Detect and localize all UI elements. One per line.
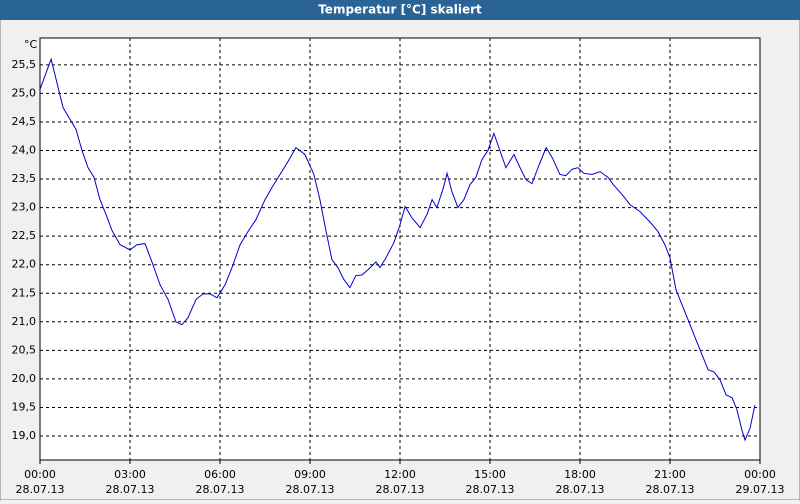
y-tick-label: 23,5 <box>12 172 37 185</box>
y-tick-label: 20,5 <box>12 343 37 356</box>
x-tick-label: 21:00 <box>654 468 686 481</box>
x-tick-label: 03:00 <box>114 468 146 481</box>
x-tick-label: 15:00 <box>474 468 506 481</box>
x-tick-label: 00:00 <box>24 468 56 481</box>
x-tick-date: 28.07.13 <box>16 483 65 496</box>
x-tick-date: 28.07.13 <box>286 483 335 496</box>
y-tick-label: 21,5 <box>12 286 37 299</box>
x-tick-date: 28.07.13 <box>376 483 425 496</box>
y-tick-label: 25,0 <box>12 86 37 99</box>
y-tick-label: 25,5 <box>12 58 37 71</box>
y-tick-label: 23,0 <box>12 201 37 214</box>
x-tick-date: 28.07.13 <box>196 483 245 496</box>
x-tick-date: 28.07.13 <box>556 483 605 496</box>
chart-title: Temperatur [°C] skaliert <box>318 3 482 17</box>
x-tick-date: 28.07.13 <box>646 483 695 496</box>
x-tick-label: 12:00 <box>384 468 416 481</box>
title-bar <box>0 0 800 20</box>
x-tick-date: 29.07.13 <box>736 483 785 496</box>
y-tick-label: 21,0 <box>12 315 37 328</box>
x-tick-label: 00:00 <box>744 468 776 481</box>
y-tick-label: 22,0 <box>12 258 37 271</box>
y-tick-label: 19,5 <box>12 400 37 413</box>
y-tick-label: 19,0 <box>12 429 37 442</box>
x-tick-date: 28.07.13 <box>466 483 515 496</box>
y-tick-label: 22,5 <box>12 229 37 242</box>
y-tick-label: 24,5 <box>12 115 37 128</box>
y-tick-label: 24,0 <box>12 143 37 156</box>
x-tick-date: 28.07.13 <box>106 483 155 496</box>
y-unit: °C <box>24 38 38 51</box>
x-tick-label: 09:00 <box>294 468 326 481</box>
x-tick-label: 18:00 <box>564 468 596 481</box>
y-tick-label: 20,0 <box>12 372 37 385</box>
temperature-line <box>39 57 756 442</box>
x-tick-label: 06:00 <box>204 468 236 481</box>
